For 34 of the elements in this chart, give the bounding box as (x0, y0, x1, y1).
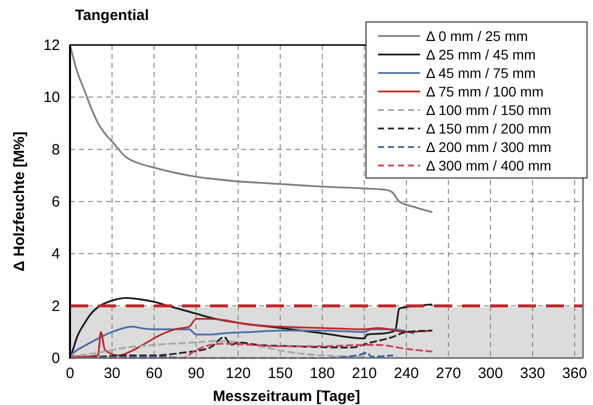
x-tick-label: 330 (520, 365, 546, 382)
y-tick-label: 10 (43, 89, 60, 106)
line-series (69, 340, 366, 358)
legend-label: Δ 300 mm / 400 mm (426, 158, 552, 174)
x-tick-label: 300 (478, 365, 504, 382)
x-tick-label: 0 (66, 365, 74, 382)
legend-label: Δ 0 mm / 25 mm (426, 28, 528, 44)
chart-title: Tangential (75, 7, 149, 24)
legend-label: Δ 200 mm / 300 mm (426, 139, 552, 155)
x-tick-label: 270 (436, 365, 461, 382)
x-axis-title: Messzeitraum [Tage] (212, 388, 360, 405)
legend-label: Δ 25 mm / 45 mm (426, 46, 536, 62)
legend-label: Δ 100 mm / 150 mm (426, 102, 552, 118)
y-tick-label: 2 (52, 298, 60, 315)
legend-label: Δ 75 mm / 100 mm (426, 84, 544, 100)
y-tick-label: 12 (43, 37, 60, 54)
y-tick-label: 4 (52, 246, 60, 263)
y-tick-label: 0 (52, 350, 60, 367)
x-tick-label: 120 (226, 365, 251, 382)
x-tick-label: 360 (562, 365, 588, 382)
y-axis-title: Δ Holzfeuchte [M%] (11, 132, 28, 272)
x-tick-label: 150 (268, 365, 293, 382)
legend-label: Δ 45 mm / 75 mm (426, 65, 536, 81)
x-tick-label: 90 (188, 365, 204, 382)
line-series (69, 342, 433, 359)
x-tick-label: 240 (394, 365, 419, 382)
line-series (69, 326, 414, 356)
x-tick-label: 210 (352, 365, 377, 382)
y-tick-label: 8 (52, 141, 60, 158)
x-tick-label: 60 (146, 365, 162, 382)
legend-label: Δ 150 mm / 200 mm (426, 120, 552, 136)
x-tick-label: 30 (104, 365, 120, 382)
x-tick-label: 180 (310, 365, 335, 382)
y-tick-label: 6 (52, 194, 60, 210)
